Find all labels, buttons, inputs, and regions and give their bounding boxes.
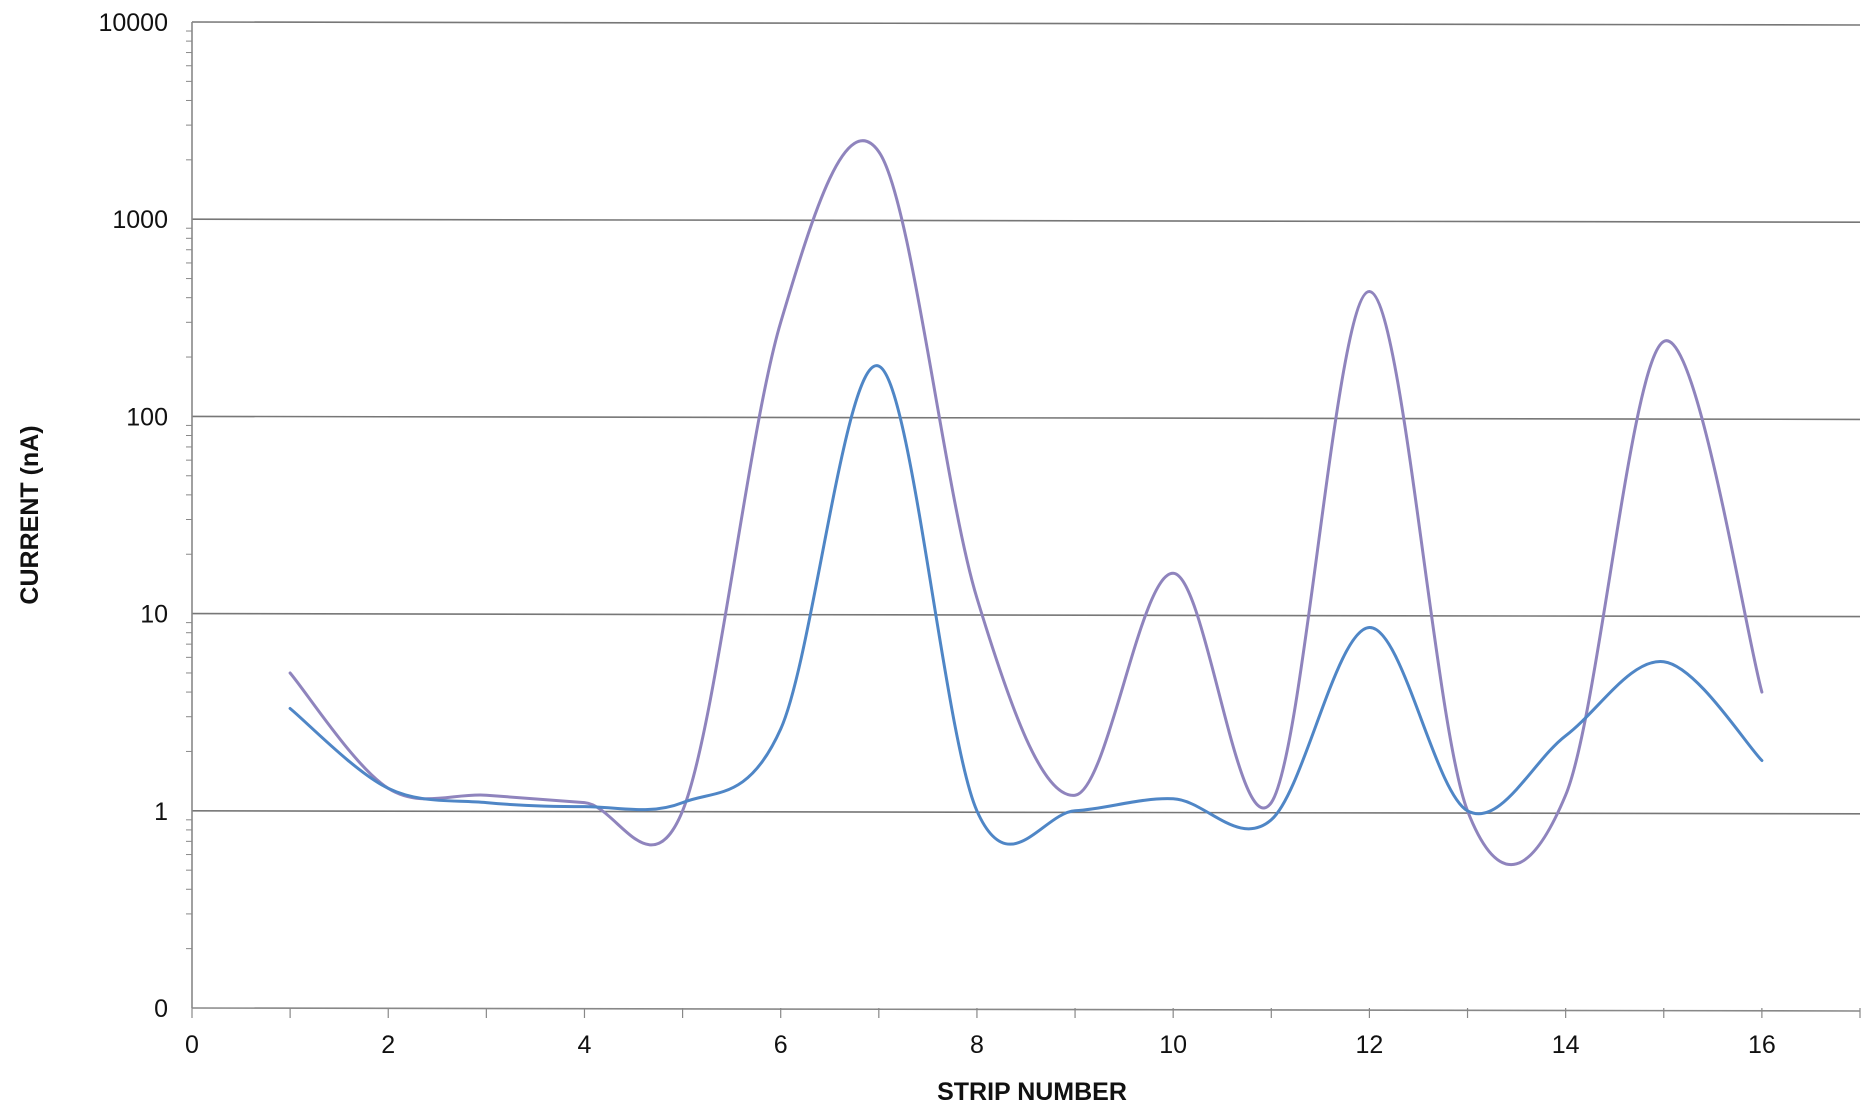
y-tick-label: 1000 [112, 206, 168, 234]
y-gridline [191, 21, 1861, 26]
series-line-2 [288, 364, 1764, 846]
y-gridline [191, 415, 1861, 421]
y-tick-label: 0 [154, 995, 168, 1023]
x-axis-line [191, 1007, 1861, 1012]
x-tick-label: 16 [1748, 1031, 1776, 1059]
x-tick-label: 10 [1159, 1031, 1187, 1059]
y-tick-label: 100 [126, 403, 168, 431]
x-tick-label: 6 [774, 1031, 788, 1059]
x-tick-label: 14 [1552, 1031, 1580, 1059]
x-tick-label: 2 [381, 1031, 395, 1059]
series-line-1 [288, 139, 1764, 866]
y-gridline [191, 612, 1861, 618]
axes [186, 22, 1861, 1018]
y-axis-title: CURRENT (nA) [16, 425, 44, 604]
gridlines [191, 21, 1861, 815]
tick-labels: 0 1 10 100 1000 10000 0 2 4 6 8 10 12 14 16 [98, 9, 1775, 1059]
y-tick-label: 1 [154, 798, 168, 826]
x-tick-label: 0 [185, 1031, 199, 1059]
y-gridline [191, 218, 1861, 223]
x-tick-label: 4 [578, 1031, 592, 1059]
x-tick-label: 8 [970, 1031, 984, 1059]
x-tick-label: 12 [1356, 1031, 1384, 1059]
y-gridline [191, 809, 1861, 815]
y-tick-label: 10 [140, 601, 168, 629]
y-tick-label: 10000 [98, 9, 168, 37]
series-lines [288, 139, 1764, 866]
x-axis-title: STRIP NUMBER [937, 1078, 1127, 1106]
